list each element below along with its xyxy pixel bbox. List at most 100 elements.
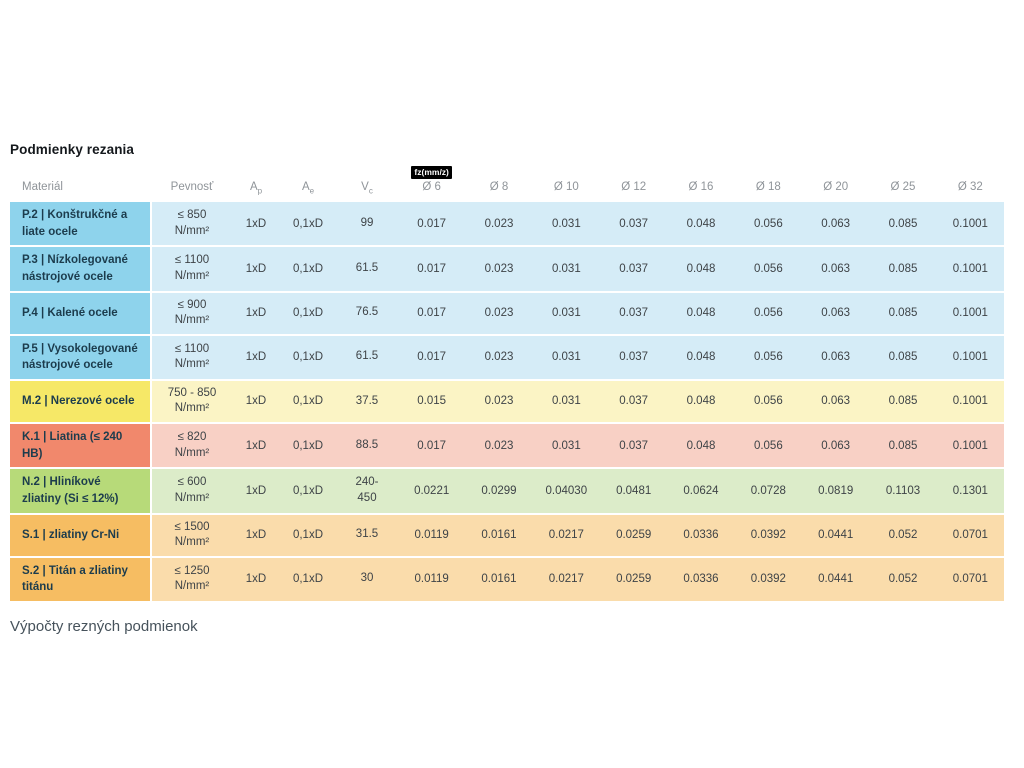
fz-value-cell: 0.017 (417, 307, 447, 320)
diameter-label: Ø 20 (823, 181, 849, 194)
ae-cell: 0,1xD (292, 307, 324, 320)
fz-value-cell: 0.1001 (952, 439, 988, 452)
material-cell: N.2 | Hliníkové zliatiny (Si ≤ 12%) (10, 469, 152, 513)
table-header-row: Materiál Pevnosť Ap Ae Vc fz(mm/z) Ø 6 Ø 8… (10, 166, 1004, 202)
fz-value-cell: 0.085 (888, 217, 918, 230)
fz-value-cell: 0.04030 (545, 484, 588, 497)
fz-value-cell: 0.015 (417, 395, 447, 408)
vc-symbol: V (361, 180, 369, 193)
col-header-diameter: Ø 12 (600, 181, 667, 195)
fz-value-cell: 0.0161 (481, 529, 517, 542)
col-header-diameter: fz(mm/z) Ø 6 (398, 166, 465, 195)
table-row: S.1 | zliatiny Cr-Ni ≤ 1500 N/mm² 1xD 0,1xD… (10, 514, 1004, 556)
table-row: P.4 | Kalené ocele ≤ 900 N/mm² 1xD 0,1xD 76.… (10, 292, 1004, 334)
material-cell: S.1 | zliatiny Cr-Ni (10, 514, 152, 556)
strength-cell: ≤ 1100 N/mm² (174, 254, 210, 282)
col-header-vc: Vc (336, 181, 398, 195)
fz-value-cell: 0.048 (686, 217, 716, 230)
diameter-label: Ø 32 (957, 181, 983, 194)
fz-value-cell: 0.023 (484, 395, 514, 408)
col-header-diameter: Ø 20 (802, 181, 869, 195)
fz-value-cell: 0.1103 (885, 484, 921, 497)
fz-value-cell: 0.0481 (616, 484, 652, 497)
fz-value-cell: 0.037 (619, 307, 649, 320)
cutting-conditions-table: Materiál Pevnosť Ap Ae Vc fz(mm/z) Ø 6 Ø 8… (10, 166, 1004, 601)
ae-cell: 0,1xD (292, 484, 324, 497)
vc-cell: 240- 450 (355, 476, 379, 504)
ap-cell: 1xD (245, 351, 267, 364)
fz-value-cell: 0.1001 (952, 217, 988, 230)
fz-value-cell: 0.0728 (750, 484, 786, 497)
fz-value-cell: 0.1001 (952, 351, 988, 364)
fz-value-cell: 0.0624 (683, 484, 719, 497)
vc-cell: 31.5 (355, 528, 379, 541)
col-header-material: Materiál (22, 181, 63, 194)
material-cell: S.2 | Titán a zliatiny titánu (10, 557, 152, 601)
fz-value-cell: 0.085 (888, 262, 918, 275)
fz-value-cell: 0.1001 (952, 262, 988, 275)
fz-value-cell: 0.0701 (952, 573, 988, 586)
table-body: P.2 | Konštrukčné a liate ocele ≤ 850 N/m… (10, 201, 1004, 601)
col-header-diameter: Ø 16 (667, 181, 734, 195)
fz-value-cell: 0.031 (551, 439, 581, 452)
material-cell: P.3 | Nízkolegované nástrojové ocele (10, 247, 152, 291)
ap-subscript: p (257, 185, 263, 195)
vc-cell: 37.5 (355, 394, 379, 407)
ap-cell: 1xD (245, 529, 267, 542)
col-header-diameter: Ø 10 (533, 181, 600, 195)
fz-value-cell: 0.063 (821, 307, 851, 320)
material-cell: P.4 | Kalené ocele (10, 292, 152, 334)
fz-value-cell: 0.1001 (952, 307, 988, 320)
material-cell: P.2 | Konštrukčné a liate ocele (10, 201, 152, 246)
col-header-diameter: Ø 8 (465, 181, 532, 195)
fz-value-cell: 0.017 (417, 439, 447, 452)
table-row: P.3 | Nízkolegované nástrojové ocele ≤ 11… (10, 247, 1004, 291)
material-cell: K.1 | Liatina (≤ 240 HB) (10, 423, 152, 468)
fz-value-cell: 0.056 (753, 262, 783, 275)
col-header-diameter: Ø 25 (869, 181, 936, 195)
strength-cell: ≤ 1100 N/mm² (174, 342, 210, 371)
fz-value-cell: 0.037 (619, 395, 649, 408)
vc-cell: 76.5 (355, 306, 379, 319)
diameter-label: Ø 10 (553, 181, 579, 194)
vc-cell: 30 (360, 572, 374, 585)
diameter-label: Ø 16 (688, 181, 714, 194)
ap-cell: 1xD (245, 262, 267, 275)
table-row: P.5 | Vysokolegované nástrojové ocele ≤ 1… (10, 335, 1004, 379)
strength-cell: ≤ 900 N/mm² (174, 298, 210, 327)
table-row: P.2 | Konštrukčné a liate ocele ≤ 850 N/m… (10, 201, 1004, 246)
fz-value-cell: 0.0441 (818, 573, 854, 586)
fz-value-cell: 0.052 (888, 529, 918, 542)
fz-value-cell: 0.031 (551, 217, 581, 230)
fz-value-cell: 0.0701 (952, 529, 988, 542)
ae-cell: 0,1xD (292, 395, 324, 408)
fz-value-cell: 0.023 (484, 307, 514, 320)
diameter-label: Ø 12 (621, 181, 647, 194)
table-row: N.2 | Hliníkové zliatiny (Si ≤ 12%) ≤ 600… (10, 469, 1004, 513)
diameter-label: Ø 25 (890, 181, 916, 194)
fz-value-cell: 0.023 (484, 351, 514, 364)
fz-value-cell: 0.031 (551, 351, 581, 364)
ae-cell: 0,1xD (292, 351, 324, 364)
fz-value-cell: 0.031 (551, 262, 581, 275)
fz-value-cell: 0.0819 (818, 484, 854, 497)
vc-subscript: c (368, 185, 373, 195)
ae-cell: 0,1xD (292, 217, 324, 230)
col-header-diameter: Ø 32 (937, 181, 1004, 195)
col-header-strength: Pevnosť (170, 181, 214, 194)
fz-value-cell: 0.0299 (481, 484, 517, 497)
fz-value-cell: 0.0217 (548, 573, 584, 586)
table-row: M.2 | Nerezové ocele 750 - 850 N/mm² 1xD 0,… (10, 380, 1004, 422)
table-row: K.1 | Liatina (≤ 240 HB) ≤ 820 N/mm² 1xD 0,… (10, 423, 1004, 468)
cutting-conditions-section: Podmienky rezania Materiál Pevnosť Ap Ae… (10, 142, 1004, 635)
fz-value-cell: 0.056 (753, 217, 783, 230)
ae-cell: 0,1xD (292, 262, 324, 275)
fz-value-cell: 0.063 (821, 439, 851, 452)
fz-value-cell: 0.031 (551, 395, 581, 408)
fz-value-cell: 0.0221 (414, 484, 450, 497)
fz-value-cell: 0.063 (821, 262, 851, 275)
fz-value-cell: 0.085 (888, 395, 918, 408)
fz-value-cell: 0.048 (686, 439, 716, 452)
vc-cell: 61.5 (355, 262, 379, 275)
col-header-diameter: Ø 18 (735, 181, 802, 195)
